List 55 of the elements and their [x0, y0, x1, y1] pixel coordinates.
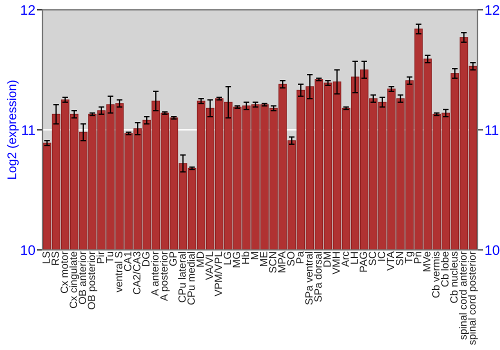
x-tick-label: SPa dorsal [314, 252, 322, 302]
x-tick-label: SPa ventral [304, 252, 313, 305]
x-tick-label: CA2/CA3 [132, 252, 140, 294]
x-tick-label: A posterior [160, 251, 170, 302]
y2-tick-label: 12 [486, 5, 500, 15]
x-tick-label: VTA [386, 251, 394, 271]
x-tick-label: CPu medial [187, 252, 195, 305]
x-tick-label: Pn [414, 252, 422, 264]
x-tick-label: OB anterior [78, 251, 86, 304]
x-tick-label: SO [287, 252, 295, 266]
x-tick-label: SC [368, 252, 376, 266]
x-tick-label: Cx cingulate [69, 252, 80, 308]
x-tick-label: Arc [342, 252, 349, 267]
x-tick-label: Cb nucleus [450, 252, 458, 303]
x-tick-label: Tu [106, 252, 114, 263]
y-axis-title: Log2 (expression) [7, 80, 19, 179]
x-tick-label: DG [142, 252, 150, 266]
x-tick-label: LH [350, 252, 358, 264]
y2-tick-label: 11 [486, 125, 498, 135]
x-tick-label: Cb lobe [440, 252, 449, 287]
x-tick-label: ventral S [114, 252, 122, 292]
x-tick-label: MPA [278, 251, 286, 272]
x-tick-label: VPM/VPL [214, 252, 222, 296]
x-tick-label: MD [196, 252, 204, 267]
x-tick-label: Cx motor [60, 251, 68, 294]
y-tick-label: 11 [22, 125, 35, 135]
x-tick-label: Hb [242, 252, 250, 264]
y2-tick-label: 10 [486, 245, 500, 256]
x-tick-label: SN [396, 252, 404, 266]
x-tick-label: MVe [423, 252, 430, 272]
x-tick-label: Tg [405, 252, 414, 264]
x-tick-label: M [250, 252, 258, 260]
x-tick-label: Cb vermis [432, 252, 440, 298]
x-tick-label: MG [232, 252, 240, 268]
x-tick-label: OB posterior [87, 251, 98, 310]
x-tick-label: spinal cord posterior [468, 251, 478, 345]
y-tick-label: 12 [21, 5, 35, 15]
x-tick-label: Pir [96, 251, 104, 264]
x-tick-label: CA1 [124, 252, 132, 272]
x-tick-label: LS [42, 252, 50, 264]
x-tick-label: LG [224, 252, 232, 264]
x-tick-label: A anterior [150, 251, 159, 296]
x-tick-label: VA/VL [205, 252, 213, 280]
x-tick-label: ME [260, 252, 268, 266]
x-tick-label: PAG [360, 252, 368, 272]
x-tick-label: spinal cord anterior [459, 251, 469, 340]
x-tick-label: Pa [296, 251, 304, 264]
y-tick-label: 10 [21, 245, 36, 256]
x-tick-label: RS [52, 252, 59, 265]
x-tick-label: VMH [332, 252, 340, 274]
x-tick-label: GP [169, 252, 177, 266]
x-tick-label: SCN [269, 252, 276, 273]
x-tick-label: DM [323, 252, 331, 267]
x-tick-label: CPu lateral [178, 252, 186, 302]
x-tick-label: IC [378, 252, 386, 261]
